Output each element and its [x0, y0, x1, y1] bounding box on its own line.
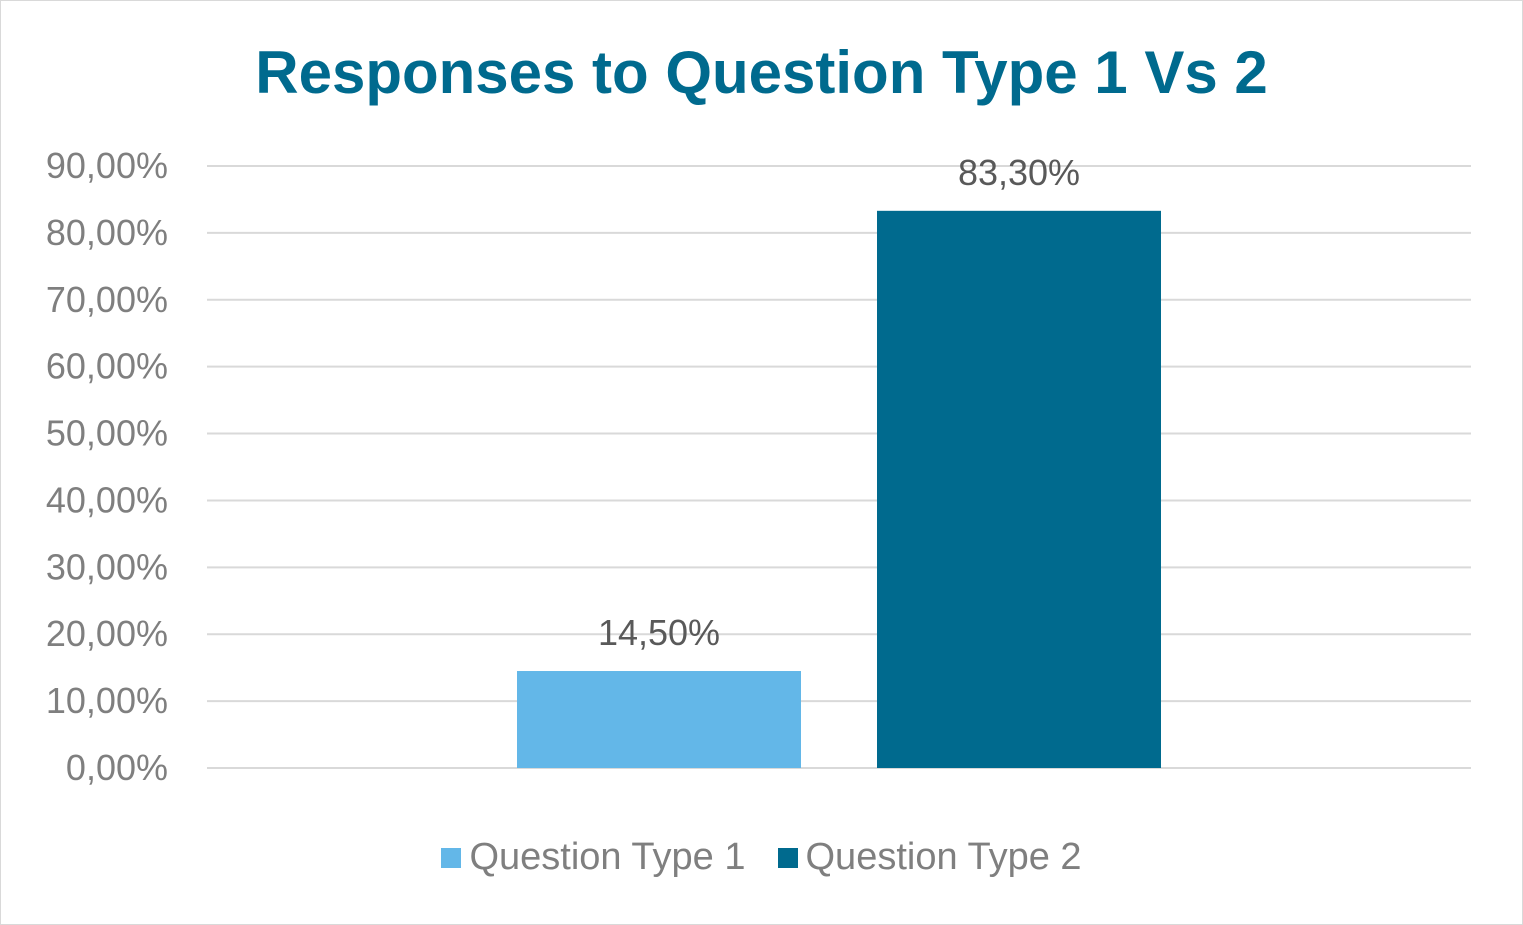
bars: [517, 210, 1161, 768]
bar-1: [517, 671, 801, 768]
y-tick-label: 80,00%: [46, 212, 168, 253]
y-tick-label: 20,00%: [46, 613, 168, 654]
data-label: 14,50%: [598, 612, 720, 653]
y-tick-label: 30,00%: [46, 546, 168, 587]
y-tick-label: 40,00%: [46, 479, 168, 520]
data-label: 83,30%: [958, 152, 1080, 193]
y-tick-label: 0,00%: [66, 747, 168, 788]
y-tick-label: 10,00%: [46, 680, 168, 721]
y-tick-label: 50,00%: [46, 413, 168, 454]
legend-item-question-type-2: Question Type 2: [777, 836, 1082, 879]
y-axis-ticks: 0,00% 10,00% 20,00% 30,00% 40,00% 50,00% 60,00…: [46, 145, 168, 788]
legend-label: Question Type 2: [805, 836, 1082, 878]
legend-label: Question Type 1: [469, 836, 746, 878]
gridlines: [207, 165, 1471, 769]
legend-swatch: [441, 847, 462, 868]
legend-item-question-type-1: Question Type 1: [441, 836, 746, 879]
y-tick-label: 90,00%: [46, 145, 168, 186]
chart-title: Responses to Question Type 1 Vs 2: [255, 39, 1268, 106]
bar-2: [877, 210, 1161, 768]
y-tick-label: 60,00%: [46, 346, 168, 387]
y-tick-label: 70,00%: [46, 279, 168, 320]
legend: Question Type 1 Question Type 2: [0, 836, 1523, 879]
legend-swatch: [777, 847, 798, 868]
data-labels: 14,50% 83,30%: [598, 152, 1080, 653]
